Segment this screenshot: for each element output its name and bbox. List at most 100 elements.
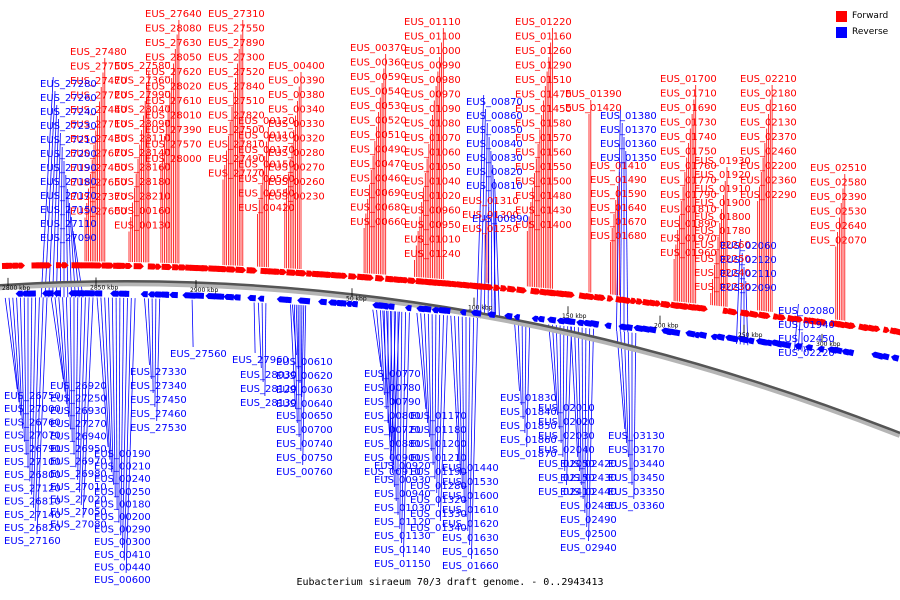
reverse-leader-line [403, 312, 410, 558]
reverse-gene-label: EUS_00290 [94, 525, 151, 536]
reverse-gene-label: EUS_02040 [538, 445, 595, 456]
reverse-leader-line [290, 304, 296, 410]
reverse-leader-line [382, 310, 392, 460]
forward-gene-arrow [516, 286, 527, 294]
reverse-gene-label: EUS_00440 [94, 562, 151, 573]
forward-gene-arrow [892, 327, 900, 336]
forward-gene-label: EUS_01770 [660, 176, 717, 187]
forward-gene-label: EUS_28080 [145, 24, 202, 35]
forward-gene-label: EUS_02210 [740, 74, 797, 85]
forward-gene-label: EUS_01450 [515, 104, 572, 115]
forward-gene-arrow [796, 315, 803, 323]
reverse-gene-arrow [77, 290, 85, 297]
reverse-leader-line [517, 321, 522, 406]
reverse-leader-line [555, 325, 560, 430]
reverse-gene-label: EUS_27170 [40, 191, 97, 202]
reverse-gene-label: EUS_03440 [608, 459, 665, 470]
forward-gene-label: EUS_27550 [208, 24, 265, 35]
forward-gene-label: EUS_00120 [238, 116, 295, 127]
forward-gene-label: EUS_01560 [515, 148, 572, 159]
reverse-leader-line [123, 298, 132, 561]
forward-gene-label: EUS_01080 [404, 119, 461, 130]
forward-gene-label: EUS_02240 [694, 268, 751, 279]
forward-gene-arrow [155, 263, 162, 270]
forward-gene-arrow [165, 263, 173, 271]
reverse-leader-line [524, 322, 527, 434]
reverse-leader-line [627, 332, 631, 472]
reverse-leader-line [300, 305, 303, 452]
reverse-leader-line [67, 188, 72, 298]
forward-gene-label: EUS_00970 [404, 90, 461, 101]
reverse-gene-arrow [226, 294, 234, 301]
forward-gene-label: EUS_00490 [350, 145, 407, 156]
reverse-gene-arrow [140, 291, 148, 298]
reverse-gene-label: EUS_26760 [4, 417, 61, 428]
forward-gene-label: EUS_01640 [590, 203, 647, 214]
reverse-gene-arrow [122, 290, 130, 297]
reverse-gene-label: EUS_27090 [40, 233, 97, 244]
forward-gene-label: EUS_02230 [694, 282, 751, 293]
reverse-gene-label: EUS_01030 [374, 503, 431, 514]
reverse-gene-label: EUS_27110 [40, 219, 97, 230]
reverse-leader-line [34, 297, 44, 522]
reverse-gene-arrow [386, 303, 395, 310]
reverse-leader-line [633, 333, 637, 500]
forward-gene-arrow [620, 296, 632, 304]
reverse-leader-line [54, 297, 66, 392]
forward-gene-label: EUS_01410 [590, 161, 647, 172]
forward-gene-arrow [848, 322, 856, 329]
reverse-gene-arrow [591, 321, 599, 328]
reverse-gene-arrow [318, 298, 327, 306]
reverse-gene-label: EUS_00250 [94, 487, 151, 498]
reverse-gene-arrow [504, 312, 513, 320]
reverse-gene-arrow [247, 294, 256, 302]
reverse-gene-arrow [746, 337, 755, 345]
reverse-gene-arrow [440, 307, 451, 315]
reverse-leader-line [66, 297, 71, 430]
forward-gene-label: EUS_02070 [810, 236, 867, 247]
forward-gene-label: EUS_01260 [515, 46, 572, 57]
reverse-gene-label: EUS_01830 [500, 393, 557, 404]
reverse-gene-label: EUS_27450 [130, 395, 187, 406]
reverse-gene-arrow [604, 322, 612, 330]
reverse-leader-line [564, 326, 569, 472]
forward-gene-label: EUS_00560 [238, 174, 295, 185]
reverse-gene-label: EUS_01940 [778, 320, 835, 331]
reverse-gene-label: EUS_27460 [130, 409, 187, 420]
reverse-leader-line [75, 297, 79, 468]
forward-gene-label: EUS_27300 [208, 53, 265, 64]
reverse-gene-arrow [303, 298, 311, 305]
reverse-gene-label: EUS_28120 [240, 384, 297, 395]
reverse-leader-line [96, 297, 109, 448]
legend-label: Forward [852, 11, 889, 21]
reverse-gene-label: EUS_00830 [466, 153, 523, 164]
reverse-leader-line [40, 76, 54, 298]
forward-gene-arrow [635, 298, 644, 305]
reverse-leader-line [82, 297, 94, 518]
reverse-gene-arrow [737, 335, 749, 344]
reverse-leader-line [438, 315, 444, 508]
reverse-gene-label: EUS_00240 [94, 474, 151, 485]
forward-gene-arrow [402, 276, 410, 284]
reverse-gene-label: EUS_02430 [560, 473, 617, 484]
forward-gene-label: EUS_28090 [114, 119, 171, 130]
reverse-gene-arrow [152, 291, 162, 298]
reverse-gene-arrow [431, 306, 439, 314]
forward-gene-label: EUS_00110 [238, 131, 295, 142]
reverse-leader-line [151, 298, 154, 394]
forward-gene-arrow [106, 262, 115, 269]
reverse-gene-arrow [276, 296, 288, 303]
reverse-gene-label: EUS_00600 [94, 575, 151, 586]
forward-gene-label: EUS_00990 [404, 61, 461, 72]
scale-tick-label: 2850 kbp [90, 284, 118, 291]
forward-gene-label: EUS_27820 [208, 111, 265, 122]
scale-tick-label: 100 kbp [468, 305, 493, 312]
reverse-leader-line [253, 302, 256, 354]
forward-gene-label: EUS_27570 [145, 140, 202, 151]
forward-gene-label: EUS_01710 [660, 89, 717, 100]
reverse-gene-arrow [794, 342, 803, 350]
forward-gene-label: EUS_01480 [515, 191, 572, 202]
reverse-gene-label: EUS_27210 [40, 135, 97, 146]
reverse-gene-label: EUS_26970 [50, 457, 107, 468]
reverse-gene-label: EUS_02150 [538, 473, 595, 484]
